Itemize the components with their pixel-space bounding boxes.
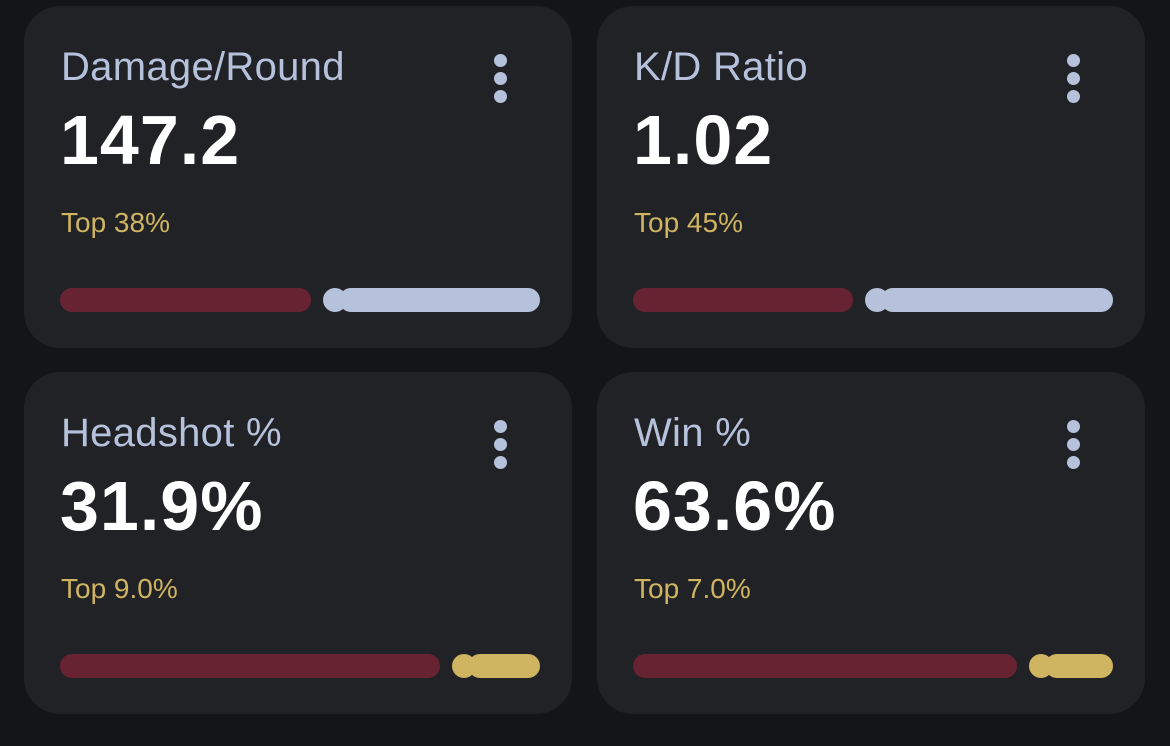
stat-card-kd-ratio: K/D Ratio 1.02 Top 45%: [597, 6, 1145, 348]
stat-label: K/D Ratio: [634, 45, 808, 89]
stat-label: Damage/Round: [61, 45, 345, 89]
stat-rank: Top 9.0%: [61, 573, 178, 604]
percentile-bar-remainder: [468, 654, 540, 678]
more-vertical-icon[interactable]: [486, 420, 516, 472]
stat-card-win: Win % 63.6% Top 7.0%: [597, 372, 1145, 714]
stat-value: 31.9%: [60, 467, 264, 545]
percentile-bar-remainder: [1045, 654, 1113, 678]
percentile-bar: [60, 288, 540, 312]
percentile-bar-fill: [633, 654, 1017, 678]
stat-value: 147.2: [60, 101, 241, 179]
percentile-bar-remainder: [881, 288, 1113, 312]
more-vertical-icon[interactable]: [486, 54, 516, 106]
stat-label: Win %: [634, 411, 752, 455]
more-vertical-icon[interactable]: [1059, 54, 1089, 106]
stat-value: 63.6%: [633, 467, 837, 545]
percentile-bar: [633, 654, 1113, 678]
percentile-bar-fill: [633, 288, 853, 312]
stat-rank: Top 7.0%: [634, 573, 751, 604]
stat-label: Headshot %: [61, 411, 282, 455]
percentile-bar-remainder: [339, 288, 540, 312]
stat-value: 1.02: [633, 101, 774, 179]
percentile-bar-fill: [60, 654, 440, 678]
stat-rank: Top 38%: [61, 207, 170, 238]
more-vertical-icon[interactable]: [1059, 420, 1089, 472]
stat-card-damage-round: Damage/Round 147.2 Top 38%: [24, 6, 572, 348]
percentile-bar: [633, 288, 1113, 312]
stat-rank: Top 45%: [634, 207, 743, 238]
stat-card-headshot: Headshot % 31.9% Top 9.0%: [24, 372, 572, 714]
percentile-bar: [60, 654, 540, 678]
percentile-bar-fill: [60, 288, 311, 312]
